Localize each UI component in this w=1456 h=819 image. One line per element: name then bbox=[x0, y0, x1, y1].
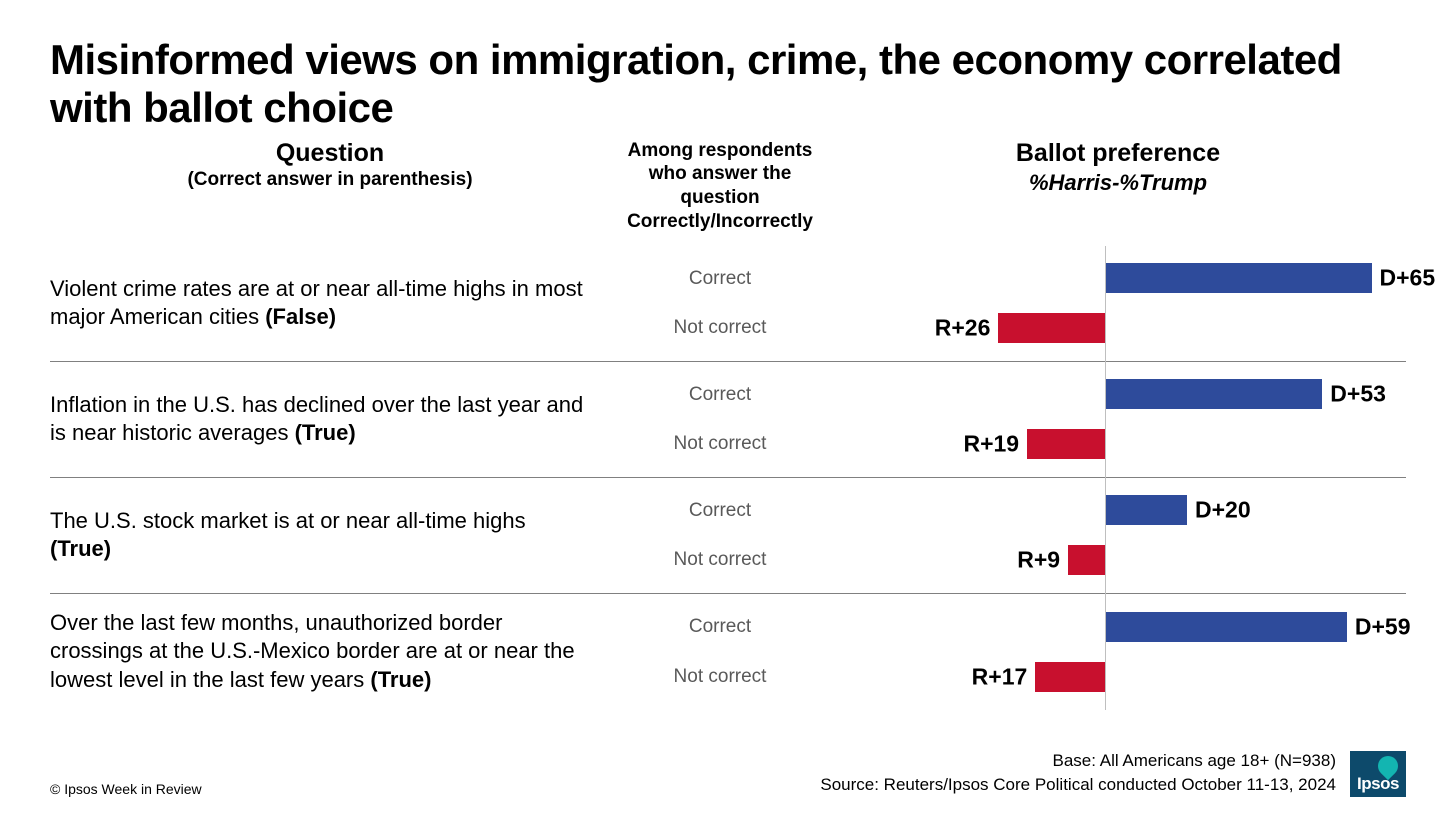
chart-row: The U.S. stock market is at or near all-… bbox=[50, 478, 1406, 594]
source-text: Source: Reuters/Ipsos Core Political con… bbox=[820, 773, 1336, 797]
label-correct: Correct bbox=[610, 486, 830, 536]
question-text: Violent crime rates are at or near all-t… bbox=[50, 246, 610, 361]
label-correct: Correct bbox=[610, 602, 830, 652]
question-text: Over the last few months, unauthorized b… bbox=[50, 594, 610, 710]
bar-label-correct: D+65 bbox=[1380, 265, 1436, 292]
bar-label-incorrect: R+9 bbox=[1017, 546, 1060, 573]
base-text: Base: All Americans age 18+ (N=938) bbox=[820, 749, 1336, 773]
bar-incorrect bbox=[1035, 662, 1105, 692]
logo-text: Ipsos bbox=[1357, 774, 1399, 794]
footer: © Ipsos Week in Review Base: All America… bbox=[50, 749, 1406, 797]
bar-correct bbox=[1105, 263, 1372, 293]
bar-incorrect bbox=[1027, 429, 1105, 459]
chart-row: Inflation in the U.S. has declined over … bbox=[50, 362, 1406, 478]
bar-incorrect bbox=[1068, 545, 1105, 575]
chart-row: Violent crime rates are at or near all-t… bbox=[50, 246, 1406, 362]
header-ballot-sub: %Harris-%Trump bbox=[830, 170, 1406, 196]
bar-correct bbox=[1105, 612, 1347, 642]
label-correct: Correct bbox=[610, 370, 830, 420]
chart-title: Misinformed views on immigration, crime,… bbox=[50, 36, 1406, 133]
bar-label-incorrect: R+26 bbox=[935, 314, 991, 341]
column-headers: Question (Correct answer in parenthesis)… bbox=[50, 139, 1406, 234]
response-labels: CorrectNot correct bbox=[610, 478, 830, 593]
bar-correct bbox=[1105, 379, 1322, 409]
bar-label-correct: D+59 bbox=[1355, 613, 1411, 640]
bar-correct bbox=[1105, 495, 1187, 525]
source-info: Base: All Americans age 18+ (N=938) Sour… bbox=[820, 749, 1336, 797]
bars-group: D+65R+26 bbox=[830, 246, 1406, 361]
response-labels: CorrectNot correct bbox=[610, 246, 830, 361]
label-correct: Correct bbox=[610, 254, 830, 304]
label-incorrect: Not correct bbox=[610, 303, 830, 353]
response-labels: CorrectNot correct bbox=[610, 362, 830, 477]
bars-group: D+53 R+19 bbox=[830, 362, 1406, 477]
bars-group: D+20 R+9 bbox=[830, 478, 1406, 593]
question-text: The U.S. stock market is at or near all-… bbox=[50, 478, 610, 593]
label-incorrect: Not correct bbox=[610, 419, 830, 469]
bar-label-incorrect: R+17 bbox=[972, 663, 1028, 690]
ipsos-logo: Ipsos bbox=[1350, 751, 1406, 797]
header-question-sub: (Correct answer in parenthesis) bbox=[170, 168, 490, 192]
bars-group: D+59R+17 bbox=[830, 594, 1406, 710]
bar-label-correct: D+53 bbox=[1330, 381, 1386, 408]
copyright: © Ipsos Week in Review bbox=[50, 781, 202, 797]
bar-label-correct: D+20 bbox=[1195, 497, 1251, 524]
label-incorrect: Not correct bbox=[610, 652, 830, 702]
response-labels: CorrectNot correct bbox=[610, 594, 830, 710]
header-ballot: Ballot preference bbox=[830, 139, 1406, 168]
header-respondents: Among respondents who answer the questio… bbox=[610, 139, 830, 234]
bar-label-incorrect: R+19 bbox=[963, 430, 1019, 457]
chart-area: Violent crime rates are at or near all-t… bbox=[50, 246, 1406, 710]
bar-incorrect bbox=[998, 313, 1105, 343]
chart-row: Over the last few months, unauthorized b… bbox=[50, 594, 1406, 710]
question-text: Inflation in the U.S. has declined over … bbox=[50, 362, 610, 477]
label-incorrect: Not correct bbox=[610, 535, 830, 585]
header-question: Question bbox=[170, 139, 490, 168]
